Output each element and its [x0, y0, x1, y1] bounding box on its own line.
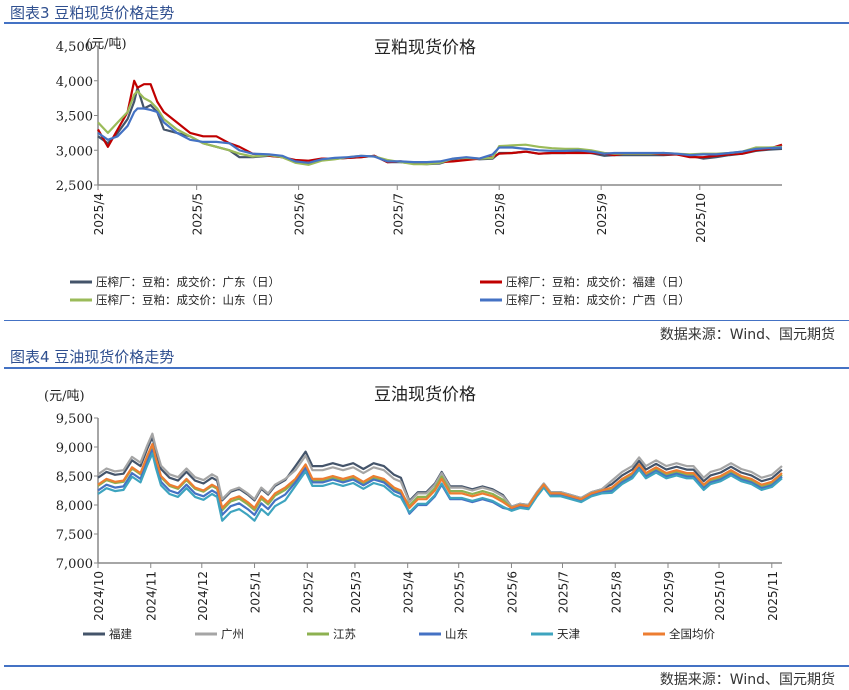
x-tick-label: 2025/8	[493, 193, 507, 235]
figure-3-title: 图表3 豆粕现货价格走势	[10, 4, 175, 22]
figure-3-source: 数据来源：Wind、国元期货	[659, 327, 835, 343]
series-line-1	[97, 432, 783, 508]
y-tick-label: 2,500	[56, 179, 93, 194]
y-axis-unit-label: (元/吨)	[44, 389, 85, 404]
x-tick-label: 2024/10	[92, 571, 106, 621]
figure-4-bottom-rule	[4, 665, 849, 667]
x-tick-label: 2025/5	[453, 571, 467, 613]
series-line-4	[97, 452, 783, 522]
x-tick-label: 2025/11	[766, 571, 780, 621]
x-tick-label: 2025/9	[662, 571, 676, 613]
legend-label: 压榨厂：豆粕：成交价：广东（日）	[96, 275, 280, 289]
x-tick-label: 2025/2	[301, 571, 315, 613]
y-tick-label: 8,500	[56, 470, 93, 485]
series-line-0	[97, 436, 783, 508]
x-tick-label: 2025/4	[402, 571, 416, 613]
x-tick-label: 2025/4	[92, 193, 106, 235]
x-tick-label: 2024/12	[196, 571, 210, 621]
legend-label: 福建	[109, 627, 132, 641]
figure-3-top-rule	[4, 22, 849, 24]
series-line-2	[97, 444, 783, 512]
y-tick-label: 4,000	[56, 75, 93, 90]
y-axis-unit-label: (元/吨)	[86, 37, 127, 52]
legend-label: 山东	[445, 627, 468, 641]
legend-label: 全国均价	[669, 627, 715, 641]
y-tick-label: 3,000	[56, 144, 93, 159]
x-tick-label: 2025/7	[557, 571, 571, 613]
legend-label: 广州	[221, 627, 244, 641]
x-tick-label: 2024/11	[145, 571, 159, 621]
x-tick-label: 2025/8	[609, 571, 623, 613]
y-tick-label: 3,500	[56, 110, 93, 125]
x-tick-label: 2025/6	[293, 193, 307, 235]
y-tick-label: 9,000	[56, 441, 93, 456]
legend-label: 压榨厂：豆粕：成交价：广西（日）	[506, 293, 690, 307]
chart-title: 豆粕现货价格	[374, 38, 476, 58]
figure-4-title: 图表4 豆油现货价格走势	[10, 348, 175, 366]
y-tick-label: 9,500	[56, 412, 93, 427]
x-tick-label: 2025/10	[694, 193, 708, 243]
x-tick-label: 2025/10	[713, 571, 727, 621]
figure-3-bottom-rule	[4, 320, 849, 321]
legend-label: 压榨厂：豆粕：成交价：山东（日）	[96, 293, 280, 307]
series-line-3	[97, 107, 783, 164]
x-tick-label: 2025/1	[249, 571, 263, 613]
y-tick-label: 8,000	[56, 499, 93, 514]
chart-title: 豆油现货价格	[374, 385, 476, 405]
x-tick-label: 2025/6	[505, 571, 519, 613]
legend-label: 江苏	[333, 627, 356, 641]
y-tick-label: 4,500	[56, 40, 93, 55]
x-tick-label: 2025/9	[595, 193, 609, 235]
x-tick-label: 2025/3	[349, 571, 363, 613]
x-tick-label: 2025/7	[391, 193, 405, 235]
figure-4-source: 数据来源：Wind、国元期货	[659, 672, 835, 688]
figure-4-top-rule	[4, 367, 849, 369]
legend-label: 天津	[557, 627, 580, 641]
legend-label: 压榨厂：豆粕：成交价：福建（日）	[506, 275, 690, 289]
x-tick-label: 2025/5	[191, 193, 205, 235]
series-line-5	[97, 443, 783, 509]
y-tick-label: 7,500	[56, 528, 93, 543]
y-tick-label: 7,000	[56, 557, 93, 572]
